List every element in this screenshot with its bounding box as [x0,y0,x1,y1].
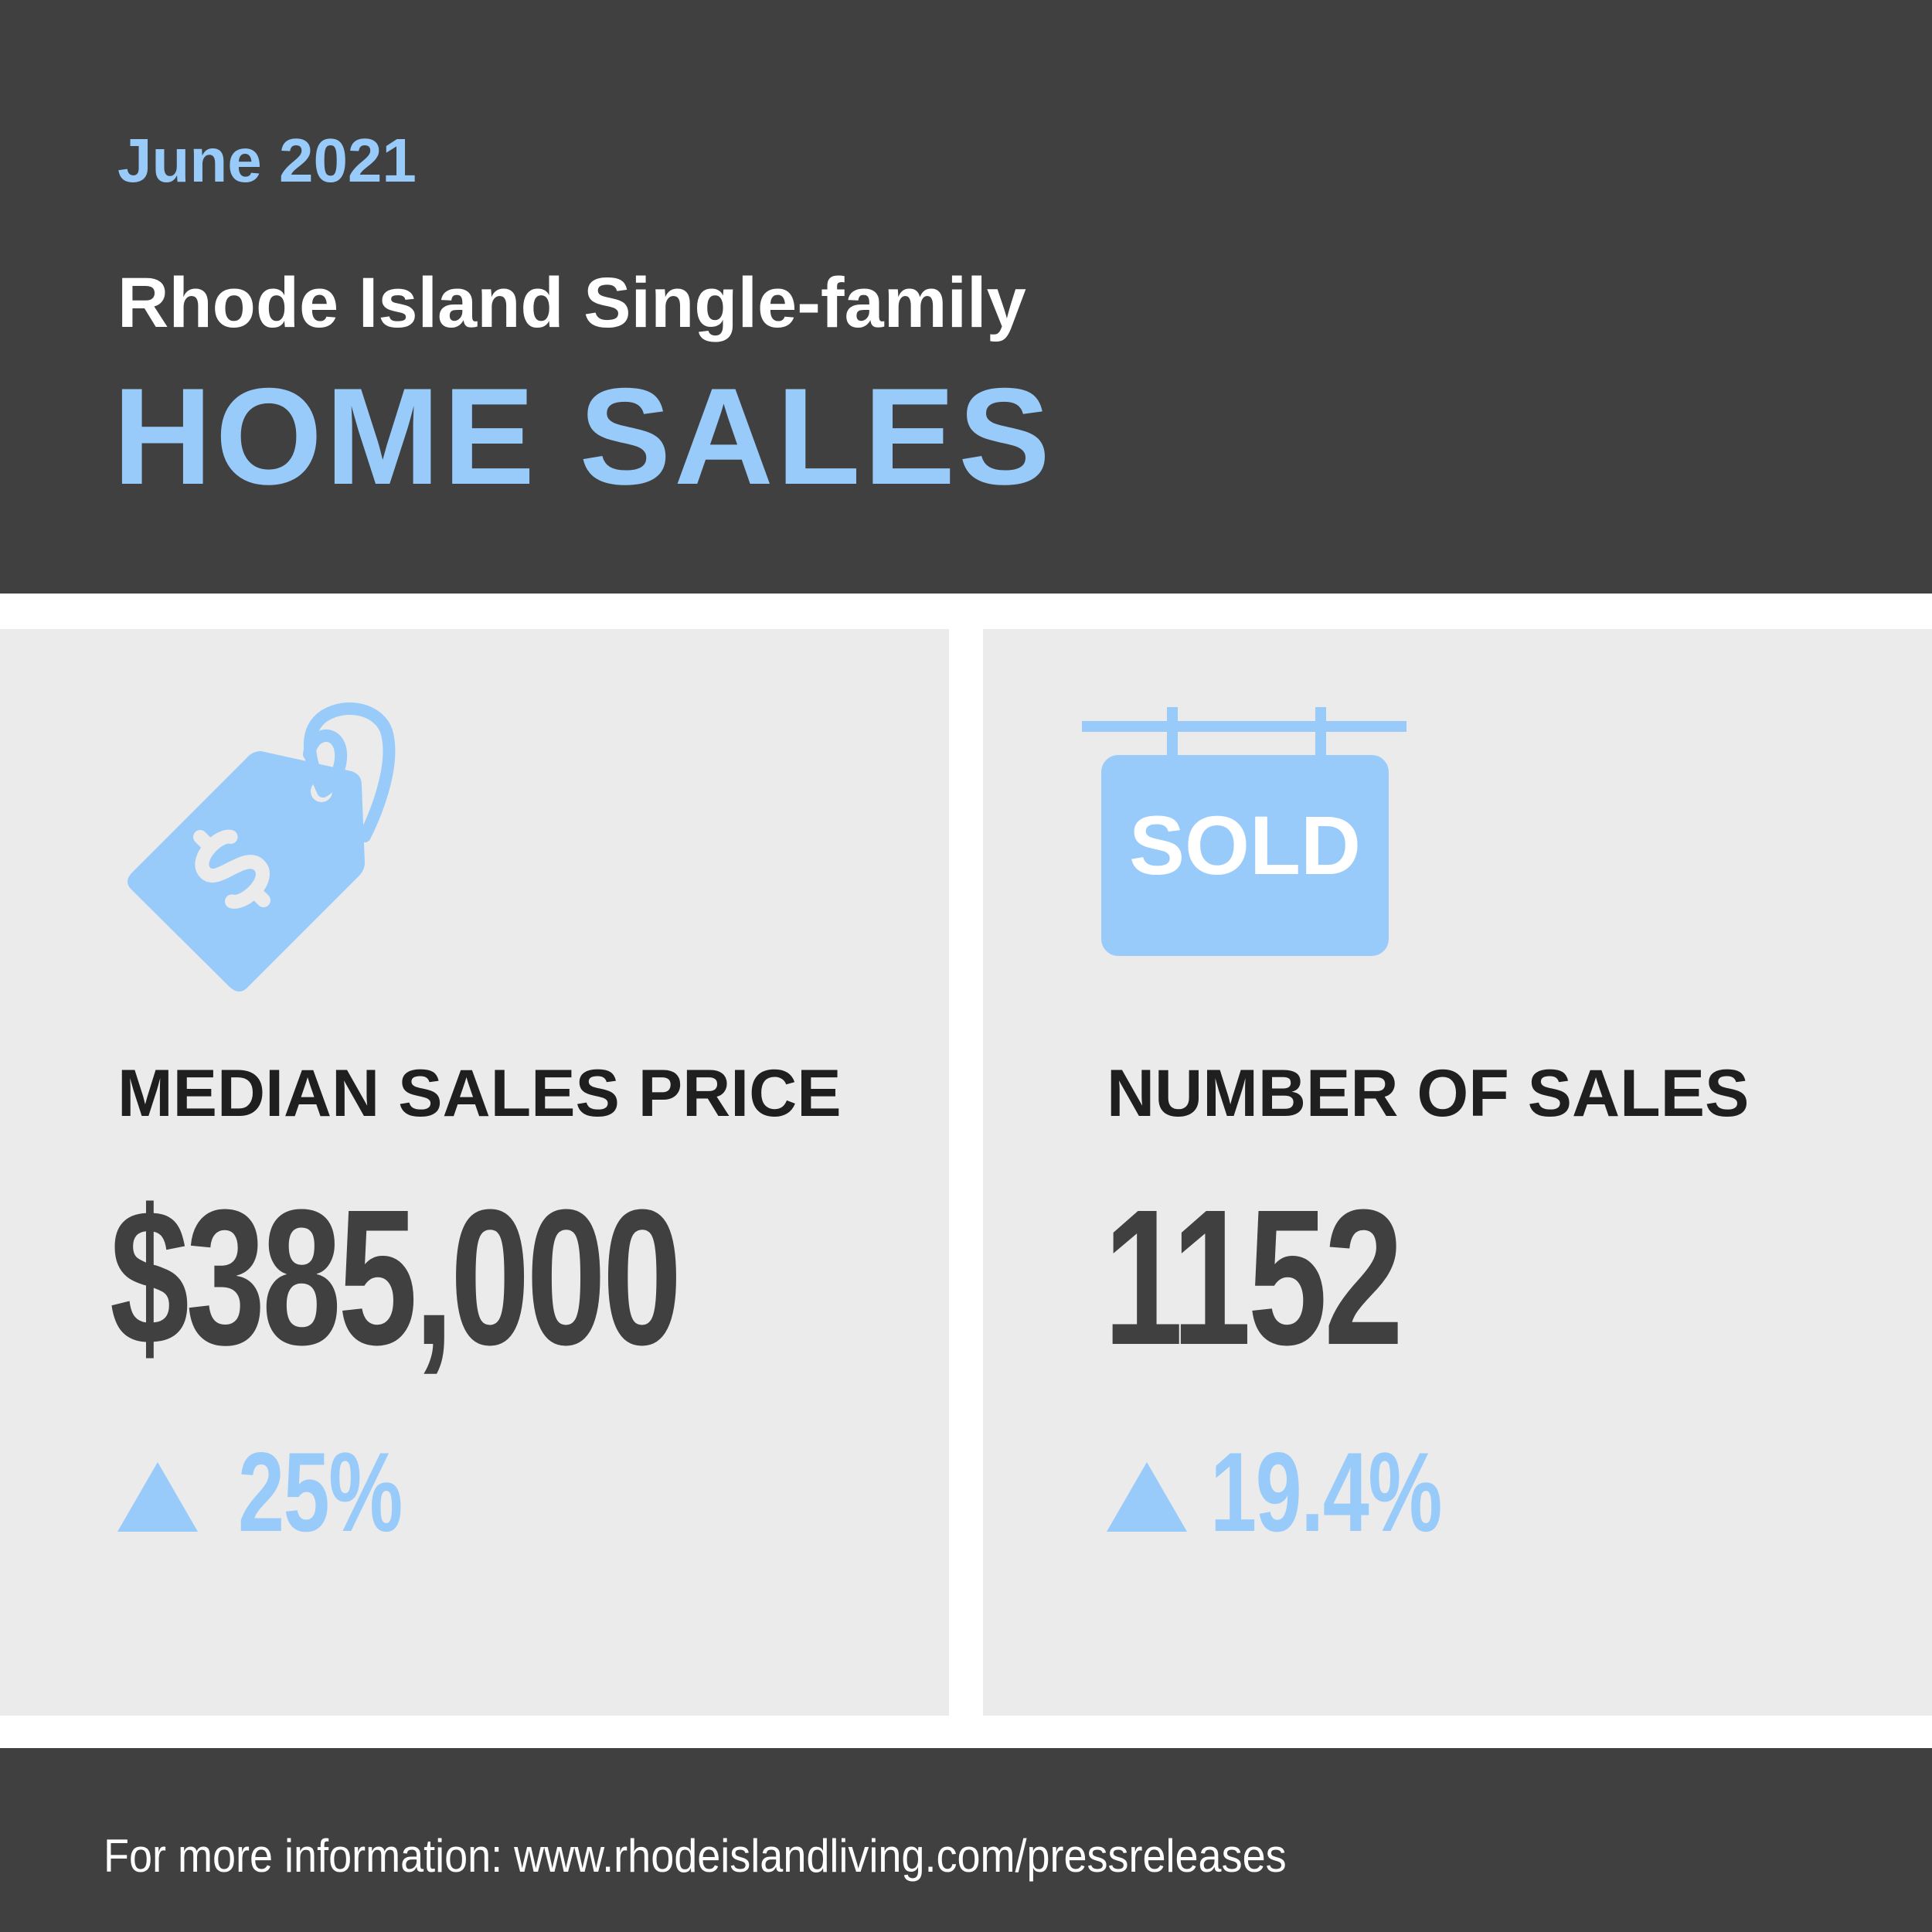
page-title: HOME SALES [113,359,1053,513]
median-price-change: 25% [117,1436,459,1549]
report-date: June 2021 [117,126,417,195]
median-price-panel [0,629,949,1716]
median-price-change-value: 25% [238,1429,403,1555]
median-price-label: MEDIAN SALES PRICE [117,1056,842,1131]
price-tag-icon [128,702,396,992]
median-price-value: $385,000 [110,1169,682,1385]
page-subtitle: Rhode Island Single-family [117,264,1026,342]
number-of-sales-value: 1152 [1104,1169,1403,1385]
header-banner [0,0,1932,594]
footer-bar [0,1748,1932,1932]
number-of-sales-change: 19.4% [1107,1436,1522,1549]
sold-sign-text: SOLD [1129,798,1361,892]
number-of-sales-change-value: 19.4% [1210,1429,1442,1555]
footer-info-link[interactable]: For more information: www.rhodeislandliv… [104,1830,1287,1882]
up-arrow-icon [117,1462,198,1532]
up-arrow-icon [1107,1462,1187,1532]
sold-sign-icon: SOLD [1082,707,1406,956]
number-of-sales-label: NUMBER OF SALES [1107,1056,1750,1131]
